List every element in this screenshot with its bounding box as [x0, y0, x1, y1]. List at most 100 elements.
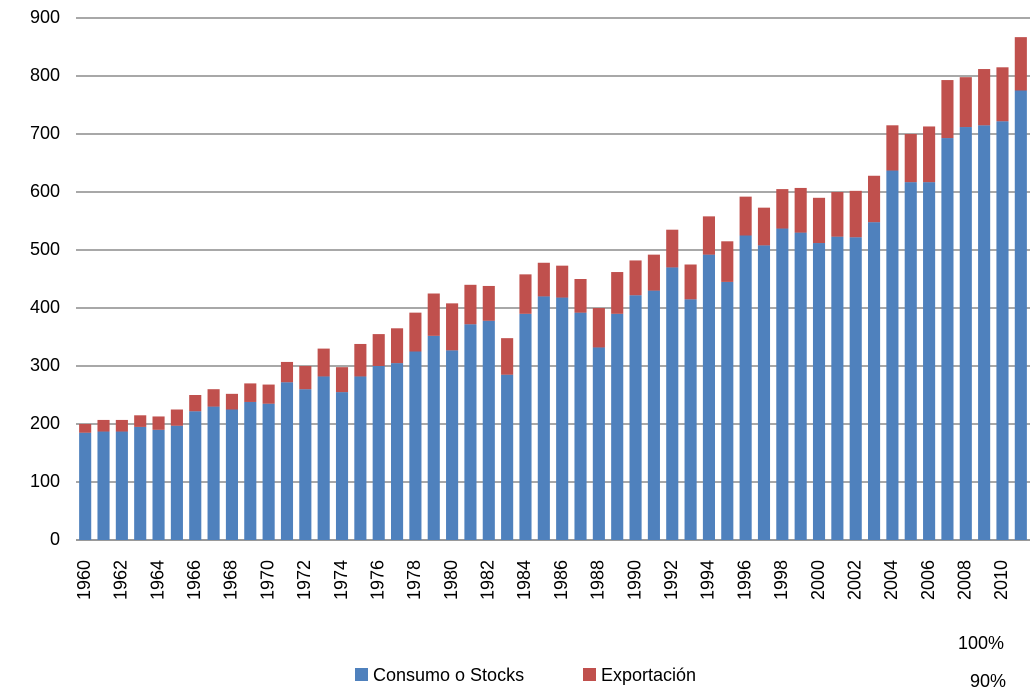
- y-tick-label: 0: [50, 529, 60, 549]
- bar-segment: [941, 80, 954, 139]
- x-tick-label: 1994: [698, 560, 718, 600]
- bar-segment: [757, 245, 771, 541]
- x-tick-label: 1996: [734, 560, 754, 600]
- bar-segment: [776, 228, 789, 541]
- y-tick-label: 300: [30, 355, 60, 375]
- bar-segment: [702, 216, 715, 255]
- x-tick-label: 1974: [331, 560, 351, 600]
- x-tick-label: 1960: [74, 560, 94, 600]
- bar-segment: [831, 192, 844, 237]
- bar-segment: [886, 170, 899, 541]
- x-tick-label: 1988: [588, 560, 608, 600]
- bar-segment: [739, 235, 752, 540]
- x-tick-label: 1984: [514, 560, 534, 600]
- annotation: 100%: [958, 633, 1004, 653]
- x-tick-label: 1962: [111, 560, 131, 600]
- x-tick-label: 2000: [808, 560, 828, 600]
- bar-segment: [317, 376, 330, 540]
- bar-segment: [464, 284, 477, 325]
- bar-segment: [923, 182, 936, 540]
- x-tick-label: 1966: [184, 560, 204, 600]
- bar-segment: [757, 207, 771, 246]
- bar-segment: [427, 293, 440, 336]
- bar-segment: [152, 416, 165, 430]
- bar-segment: [647, 254, 660, 291]
- bar-segment: [79, 424, 92, 433]
- bar-segment: [482, 285, 495, 321]
- bar-segment: [134, 415, 147, 427]
- bar-segment: [115, 419, 128, 432]
- y-tick-label: 400: [30, 297, 60, 317]
- bar-segment: [97, 431, 110, 540]
- bar-segment: [427, 335, 440, 540]
- bar-segment: [904, 134, 917, 183]
- bar-segment: [409, 351, 422, 540]
- bar-segment: [134, 426, 147, 540]
- bar-segment: [244, 383, 257, 402]
- bar-segment: [812, 243, 826, 541]
- bar-segment: [354, 376, 367, 540]
- bar-segment: [335, 367, 349, 393]
- bar-segment: [1014, 90, 1027, 540]
- bar-segment: [262, 384, 275, 404]
- bar-segment: [574, 279, 587, 313]
- bar-segment: [923, 126, 936, 183]
- bar-segment: [611, 313, 624, 540]
- bar-segment: [391, 363, 404, 540]
- bar-segment: [868, 222, 881, 540]
- bar-segment: [702, 254, 715, 540]
- bar-segment: [684, 264, 697, 300]
- y-tick-label: 900: [30, 7, 60, 27]
- bar-segment: [556, 297, 569, 540]
- bar-segment: [941, 138, 954, 540]
- bar-segment: [556, 265, 569, 298]
- bar-segment: [391, 328, 404, 364]
- bar-segment: [97, 419, 110, 432]
- bar-segment: [629, 260, 642, 296]
- x-tick-label: 1980: [441, 560, 461, 600]
- bar-segment: [996, 67, 1009, 122]
- bar-segment: [904, 182, 917, 540]
- x-tick-label: 1976: [367, 560, 387, 600]
- bar-segment: [354, 343, 367, 377]
- x-tick-label: 2004: [881, 560, 901, 600]
- y-tick-label: 700: [30, 123, 60, 143]
- x-tick-label: 1970: [257, 560, 277, 600]
- bar-segment: [978, 125, 991, 541]
- bar-segment: [794, 232, 807, 540]
- bar-segment: [207, 406, 220, 540]
- bar-segment: [666, 267, 679, 540]
- legend-label: Consumo o Stocks: [373, 665, 524, 685]
- x-tick-label: 1964: [147, 560, 167, 600]
- bar-segment: [170, 425, 183, 540]
- bar-segment: [299, 366, 312, 390]
- bar-segment: [372, 366, 385, 540]
- y-tick-label: 600: [30, 181, 60, 201]
- bar-segment: [501, 338, 514, 375]
- bar-segment: [629, 295, 642, 540]
- bar-segment: [409, 312, 422, 352]
- bar-segment: [262, 403, 275, 540]
- x-tick-label: 1990: [624, 560, 644, 600]
- bar-segment: [592, 347, 605, 540]
- bar-segment: [189, 411, 202, 540]
- bar-segment: [739, 196, 752, 236]
- legend-swatch: [355, 668, 368, 681]
- bar-segment: [868, 175, 881, 223]
- bar-segment: [721, 281, 734, 540]
- bar-segment: [446, 350, 459, 540]
- x-tick-label: 1982: [478, 560, 498, 600]
- bar-segment: [996, 121, 1009, 541]
- bar-segment: [831, 236, 844, 540]
- bar-segment: [684, 299, 697, 540]
- bar-segment: [115, 431, 128, 540]
- bar-segment: [519, 274, 532, 314]
- bar-segment: [482, 320, 495, 540]
- x-tick-label: 2006: [918, 560, 938, 600]
- bar-segment: [225, 409, 238, 540]
- x-tick-label: 1972: [294, 560, 314, 600]
- x-tick-label: 2008: [955, 560, 975, 600]
- bar-segment: [537, 262, 550, 297]
- bar-segment: [464, 324, 477, 540]
